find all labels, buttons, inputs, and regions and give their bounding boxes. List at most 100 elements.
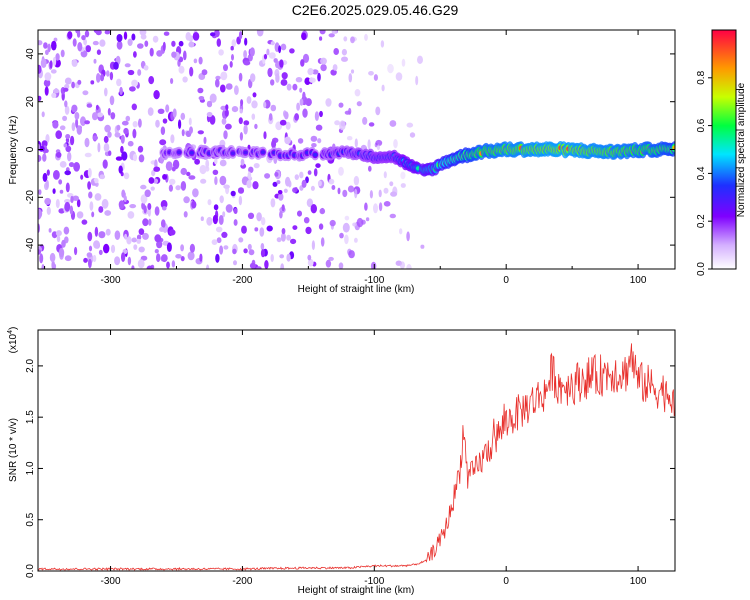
noise-blob [338, 166, 344, 176]
noise-blob [267, 67, 273, 78]
noise-blob [181, 129, 185, 137]
noise-blob [109, 71, 114, 81]
noise-blob [320, 57, 327, 65]
noise-blob [41, 264, 45, 269]
noise-blob [328, 33, 335, 38]
noise-blob [170, 78, 174, 84]
noise-blob [229, 61, 233, 68]
noise-blob [189, 126, 193, 134]
noise-blob [314, 111, 319, 121]
y-tick-label: 0 [25, 146, 36, 152]
noise-blob [95, 104, 99, 110]
noise-blob [44, 86, 49, 96]
colorbar: 0.0 0.2 0.4 0.6 0.8 Normalized spectral ampl… [696, 29, 747, 276]
noise-blob [120, 134, 125, 144]
colorbar-axis: 0.0 0.2 0.4 0.6 0.8 [696, 70, 712, 276]
noise-blob [45, 49, 49, 55]
noise-blob [82, 90, 89, 96]
noise-blob [365, 217, 370, 222]
noise-blob [56, 235, 61, 243]
noise-blob [70, 195, 74, 204]
noise-blob [124, 233, 128, 240]
noise-blob [154, 206, 160, 216]
noise-blob [87, 168, 92, 178]
noise-blob [393, 139, 398, 149]
noise-blob [64, 100, 68, 108]
noise-blob [97, 142, 101, 153]
noise-blob [42, 153, 47, 162]
x-tick-label: -200 [232, 275, 252, 286]
noise-blob [300, 59, 305, 67]
noise-blob [304, 77, 311, 85]
x-tick-label: -300 [101, 275, 121, 286]
noise-blob [215, 253, 220, 263]
noise-blob [147, 203, 152, 210]
noise-blob [132, 153, 138, 162]
noise-blob [99, 174, 106, 180]
noise-blob [53, 37, 58, 42]
y-tick-label: 2.0 [25, 359, 36, 373]
noise-blob [62, 115, 68, 121]
noise-blob [373, 74, 378, 81]
noise-blob [222, 211, 226, 218]
noise-blob [200, 178, 207, 184]
noise-blob [251, 100, 258, 109]
noise-blob [127, 69, 135, 76]
noise-blob [115, 156, 123, 161]
noise-blob [103, 243, 110, 254]
x-tick-label: 0 [503, 576, 509, 587]
noise-blob [295, 77, 303, 83]
noise-blob [256, 266, 262, 269]
noise-blob [389, 181, 394, 187]
noise-blob [83, 38, 87, 46]
noise-blob [243, 60, 251, 66]
noise-blob [131, 265, 135, 269]
noise-blob [81, 219, 88, 225]
noise-blob [143, 65, 149, 71]
x-tick-label: 0 [503, 275, 509, 286]
noise-blob [348, 107, 352, 115]
noise-blob [64, 199, 71, 204]
noise-blob [55, 53, 60, 61]
noise-blob [125, 115, 131, 122]
noise-blob [292, 83, 298, 91]
noise-blob [317, 72, 321, 82]
noise-blob [294, 113, 299, 121]
noise-blob [286, 253, 291, 262]
noise-blob [38, 208, 43, 219]
noise-blob [240, 99, 244, 107]
noise-blob [205, 159, 210, 169]
noise-blob [272, 181, 278, 187]
noise-blob [160, 126, 166, 135]
noise-blob [45, 179, 49, 189]
noise-blob [121, 120, 129, 126]
noise-blob [317, 138, 322, 144]
noise-blob [216, 237, 222, 244]
noise-blob [401, 58, 406, 67]
noise-blob [270, 254, 274, 262]
noise-blob [92, 112, 98, 121]
noise-blob [55, 130, 62, 140]
noise-blob [148, 218, 152, 226]
noise-blob [77, 42, 83, 52]
noise-blob [127, 211, 135, 219]
noise-blob [315, 163, 321, 169]
noise-blob [64, 255, 72, 262]
noise-blob [64, 201, 71, 212]
noise-blob [350, 69, 355, 74]
noise-blob [339, 232, 344, 239]
noise-blob [94, 226, 99, 237]
noise-blob [192, 32, 200, 41]
colorbar-label: Normalized spectral amplitude [736, 82, 747, 217]
noise-blob [225, 123, 232, 130]
noise-blob [392, 186, 398, 197]
noise-blob [59, 161, 67, 168]
noise-blob [297, 138, 304, 144]
noise-blob [70, 135, 75, 146]
noise-blob [105, 228, 111, 236]
noise-blob [285, 176, 291, 187]
noise-blob [325, 98, 332, 107]
noise-blob [299, 171, 304, 179]
noise-blob [50, 69, 57, 74]
noise-blob [123, 31, 128, 40]
